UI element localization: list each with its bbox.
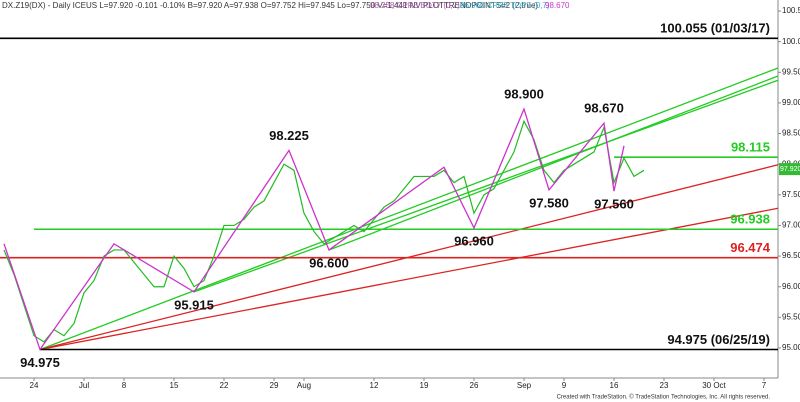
x-tick-label: 26 bbox=[470, 381, 479, 390]
y-tick-label: 96.50 bbox=[782, 251, 800, 260]
x-tick-label: 8 bbox=[122, 381, 127, 390]
y-tick-label: 99.50 bbox=[782, 67, 800, 76]
trendline bbox=[193, 79, 779, 293]
x-tick-label: 30 Oct bbox=[702, 381, 726, 390]
swing-label: 98.670 bbox=[584, 101, 624, 116]
x-tick-label: Jul bbox=[79, 381, 89, 390]
y-tick-label: 95.00 bbox=[782, 343, 800, 352]
level-label: 96.474 bbox=[730, 240, 771, 255]
x-tick-label: 24 bbox=[30, 381, 39, 390]
x-tick-label: 9 bbox=[562, 381, 567, 390]
header: DX.Z19(DX) - Daily ICEUS L=97.920 -0.101… bbox=[2, 1, 538, 10]
swing-label: 98.900 bbox=[504, 86, 544, 101]
header: 98.258 CPR3 BOT7 (0,7) bbox=[370, 1, 460, 10]
swing-label: 98.225 bbox=[269, 128, 309, 143]
swing-label: 97.560 bbox=[594, 197, 634, 212]
header: 98.670 bbox=[545, 1, 570, 10]
level-label: 100.055 (01/03/17) bbox=[660, 21, 770, 36]
footer: Created with TradeStation. © TradeStatio… bbox=[557, 394, 771, 401]
x-tick-label: 16 bbox=[610, 381, 619, 390]
level-label: 98.115 bbox=[731, 140, 770, 155]
x-tick-label: Aug bbox=[297, 381, 311, 390]
swing-label: 97.580 bbox=[529, 195, 569, 210]
swing-label: 94.975 bbox=[20, 355, 60, 370]
swing-line bbox=[3, 107, 625, 351]
y-tick-label: 98.50 bbox=[782, 129, 800, 138]
y-tick-label: 99.00 bbox=[782, 98, 800, 107]
swing-label: 96.960 bbox=[454, 233, 494, 248]
swing-label: 95.915 bbox=[174, 297, 214, 312]
x-tick-label: 19 bbox=[420, 381, 429, 390]
x-tick-label: Sep bbox=[517, 381, 532, 390]
x-tick-label: 29 bbox=[270, 381, 279, 390]
trendline bbox=[328, 75, 779, 251]
y-tick-label: 100.50 bbox=[782, 6, 800, 15]
y-tick-label: 95.50 bbox=[782, 312, 800, 321]
y-tick-label: 97.00 bbox=[782, 221, 800, 230]
header: 96.960 CPR3 TOP7 (0,7) bbox=[460, 1, 550, 10]
last-price-box bbox=[779, 163, 800, 176]
y-tick-label: 96.00 bbox=[782, 282, 800, 291]
price-line bbox=[3, 119, 645, 343]
x-tick-label: 15 bbox=[170, 381, 179, 390]
trendline bbox=[39, 67, 779, 351]
level-label: 94.975 (06/25/19) bbox=[667, 332, 770, 347]
x-tick-label: 7 bbox=[762, 381, 767, 390]
trendline bbox=[39, 207, 779, 351]
y-tick-label: 97.50 bbox=[782, 190, 800, 199]
x-tick-label: 12 bbox=[370, 381, 379, 390]
x-tick-label: 23 bbox=[660, 381, 669, 390]
swing-label: 96.600 bbox=[309, 255, 349, 270]
level-label: 96.938 bbox=[730, 212, 770, 227]
y-tick-label: 100.00 bbox=[782, 37, 800, 46]
last-price-label: 97.920 bbox=[780, 166, 800, 173]
x-tick-label: 22 bbox=[220, 381, 229, 390]
